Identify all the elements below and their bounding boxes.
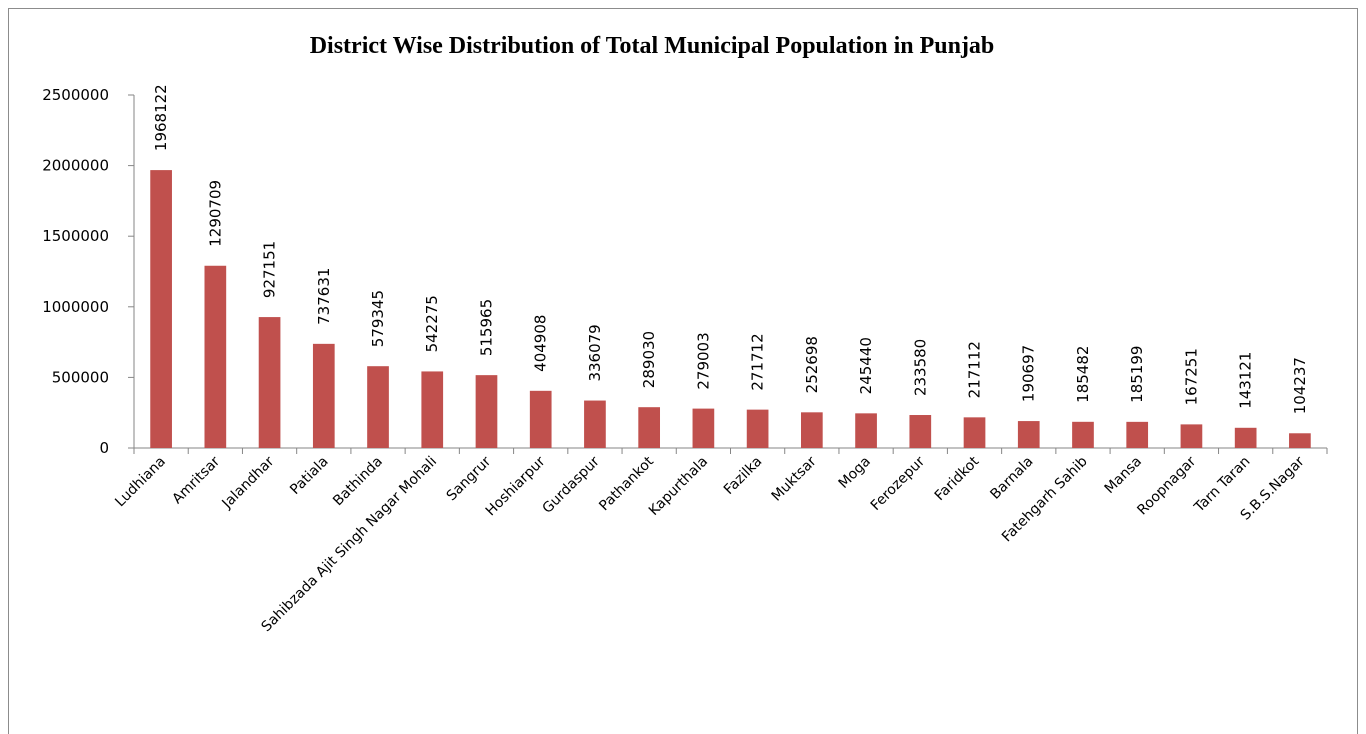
x-tick-label: Kapurthala bbox=[646, 454, 711, 519]
bar bbox=[1234, 427, 1257, 448]
bar bbox=[909, 415, 932, 448]
data-label: 404908 bbox=[532, 315, 550, 372]
bar bbox=[367, 366, 389, 448]
x-tick-label: Fazilka bbox=[721, 454, 765, 498]
y-tick-label: 0 bbox=[99, 439, 109, 457]
data-label: 737631 bbox=[315, 268, 333, 325]
x-tick-label: Ludhiana bbox=[112, 454, 169, 511]
bar bbox=[475, 375, 498, 448]
bar bbox=[529, 390, 552, 448]
y-tick-label: 1000000 bbox=[42, 298, 109, 316]
bar bbox=[258, 317, 281, 448]
data-label: 217112 bbox=[966, 341, 984, 398]
data-label: 336079 bbox=[586, 324, 604, 381]
bar bbox=[1126, 421, 1149, 448]
x-tick-label: Jalandhar bbox=[219, 453, 278, 512]
data-label: 289030 bbox=[640, 331, 658, 388]
bar bbox=[584, 400, 606, 448]
y-tick-label: 2000000 bbox=[42, 157, 109, 175]
data-label: 233580 bbox=[911, 339, 929, 396]
bar bbox=[638, 407, 661, 448]
x-tick-label: Sangrur bbox=[444, 453, 495, 504]
bar bbox=[204, 265, 227, 448]
bar bbox=[963, 417, 986, 448]
data-label: 185199 bbox=[1128, 346, 1146, 403]
x-tick-label: Barnala bbox=[987, 454, 1036, 503]
data-label: 245440 bbox=[857, 337, 875, 394]
data-label: 271712 bbox=[749, 333, 767, 390]
data-label: 927151 bbox=[261, 241, 279, 298]
x-tick-label: Mansa bbox=[1102, 454, 1145, 497]
data-label: 104237 bbox=[1291, 357, 1309, 414]
x-tick-label: Muktsar bbox=[769, 453, 820, 504]
data-label: 167251 bbox=[1182, 348, 1200, 405]
data-label: 542275 bbox=[423, 295, 441, 352]
data-label: 1290709 bbox=[206, 180, 224, 247]
y-tick-label: 500000 bbox=[52, 368, 109, 386]
x-tick-label: Patiala bbox=[287, 454, 331, 498]
data-label: 185482 bbox=[1074, 346, 1092, 403]
bar bbox=[150, 170, 172, 448]
data-label: 1968122 bbox=[152, 84, 170, 151]
x-tick-label: Ferozepur bbox=[868, 453, 929, 514]
x-tick-label: Gurdaspur bbox=[539, 453, 602, 516]
x-tick-label: Bathinda bbox=[330, 454, 386, 510]
bar bbox=[421, 371, 444, 448]
chart-frame bbox=[8, 8, 1358, 734]
bar bbox=[1072, 421, 1094, 448]
data-labels: 1968122 1290709 927151 737631 579345 542275 51… bbox=[152, 84, 1309, 414]
x-tick-label: Faridkot bbox=[932, 453, 983, 504]
y-tick-label: 2500000 bbox=[42, 86, 109, 104]
data-label: 279003 bbox=[694, 332, 712, 389]
bars bbox=[150, 170, 1311, 448]
data-label: 515965 bbox=[477, 299, 495, 356]
y-tick-label: 1500000 bbox=[42, 227, 109, 245]
bar bbox=[800, 412, 823, 448]
bar bbox=[746, 409, 769, 448]
data-label: 190697 bbox=[1020, 345, 1038, 402]
bar bbox=[1017, 421, 1040, 448]
bar bbox=[692, 408, 715, 448]
data-label: 252698 bbox=[803, 336, 821, 393]
x-tick-label: Moga bbox=[836, 454, 874, 492]
bar bbox=[312, 343, 335, 448]
bar bbox=[855, 413, 877, 448]
x-tick-label: Amritsar bbox=[169, 453, 223, 507]
data-label: 143121 bbox=[1237, 352, 1255, 409]
bar bbox=[1289, 433, 1311, 448]
bar bbox=[1180, 424, 1203, 448]
x-tick-label: Roopnagar bbox=[1134, 453, 1199, 518]
data-label: 579345 bbox=[369, 290, 387, 347]
chart-title: District Wise Distribution of Total Muni… bbox=[310, 33, 995, 59]
